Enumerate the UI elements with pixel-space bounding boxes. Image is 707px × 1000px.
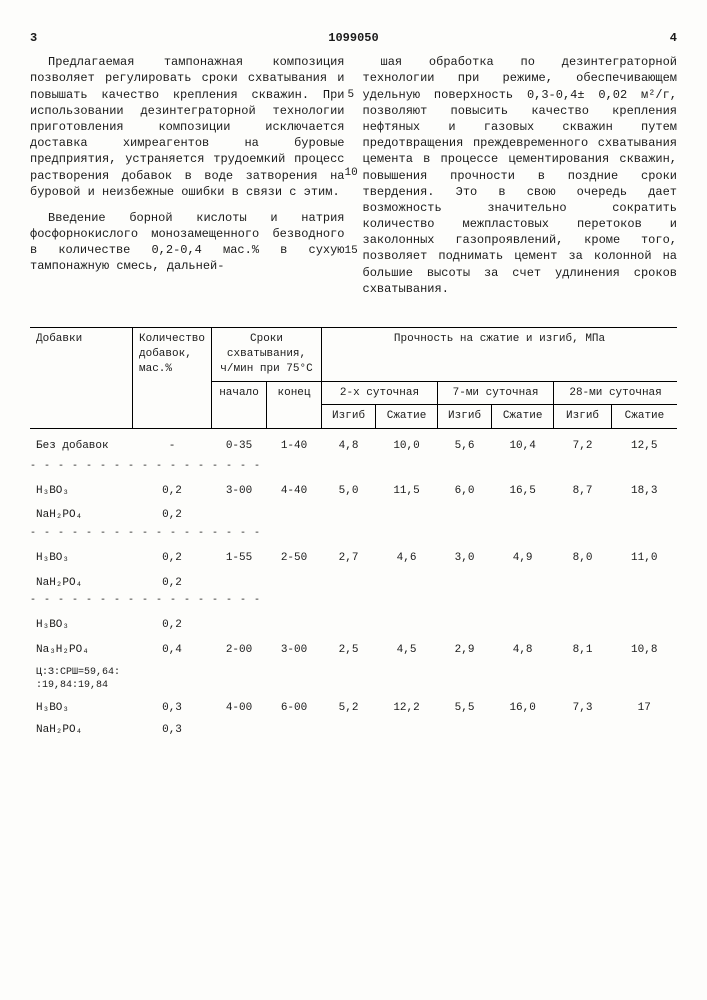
th-qty: Количество добавок, мас.% [133,328,212,429]
cell: 12,2 [376,697,438,720]
th-2day: 2-х суточная [322,381,438,405]
cell: NaH₂PO₄ [30,504,133,527]
th-comp-28: Сжатие [611,405,677,429]
cell: 1-55 [212,541,267,572]
th-comp-7: Сжатие [492,405,554,429]
cell: NaH₂PO₄ [30,719,133,742]
cell: 0,2 [133,474,212,505]
cell: 11,0 [611,541,677,572]
cell: 7,2 [554,429,612,460]
cell: 12,5 [611,429,677,460]
cell: 5,6 [437,429,491,460]
dash: - - - - - - - - - - - - - - - - - [30,460,677,474]
margin-10: 10 [345,166,358,181]
cell: 5,5 [437,697,491,720]
th-strength: Прочность на сжатие и изгиб, МПа [322,328,677,382]
th-7day: 7-ми суточная [437,381,553,405]
cell: 1-40 [267,429,322,460]
cell: 4,6 [376,541,438,572]
cell: 2-50 [267,541,322,572]
cell: 6-00 [267,697,322,720]
dash: - - - - - - - - - - - - - - - - - [30,527,677,541]
cell: 3,0 [437,541,491,572]
cell: 0,3 [133,697,212,720]
cell: 8,7 [554,474,612,505]
cell: 0,4 [133,639,212,662]
th-start: начало [212,381,267,429]
cell: 5,2 [322,697,376,720]
th-end: конец [267,381,322,429]
cell: 3-00 [267,639,322,662]
cell: 7,3 [554,697,612,720]
cell: NaH₂PO₄ [30,572,133,595]
cell: 0,2 [133,608,212,639]
th-28day: 28-ми суточная [554,381,677,405]
margin-15: 15 [345,244,358,259]
cell: 16,5 [492,474,554,505]
cell: H₃BO₃ [30,474,133,505]
cell: 10,4 [492,429,554,460]
cell: 6,0 [437,474,491,505]
cell: 8,1 [554,639,612,662]
cell: 17 [611,697,677,720]
cell: H₃BO₃ [30,541,133,572]
th-setting: Сроки схватывания, ч/мин при 75°С [212,328,322,382]
right-p1: шая обработка по дезинтеграторной технол… [363,54,678,297]
cell-note: Ц:З:СРШ=59,64: :19,84:19,84 [30,662,133,697]
page-num-right: 4 [670,30,677,46]
cell: 5,0 [322,474,376,505]
cell: 4,8 [322,429,376,460]
data-table: Добавки Количество добавок, мас.% Сроки … [30,327,677,742]
dash: - - - - - - - - - - - - - - - - - [30,594,677,608]
cell: 2-00 [212,639,267,662]
cell: H₃BO₃ [30,608,133,639]
cell: 4,5 [376,639,438,662]
th-bend-2: Изгиб [322,405,376,429]
cell: 0,3 [133,719,212,742]
cell: 11,5 [376,474,438,505]
cell: 0,2 [133,541,212,572]
th-additives: Добавки [30,328,133,429]
doc-id: 1099050 [328,30,378,46]
cell: 4-40 [267,474,322,505]
cell: Na₃H₂PO₄ [30,639,133,662]
cell: 16,0 [492,697,554,720]
cell: 4,8 [492,639,554,662]
margin-5: 5 [348,88,355,103]
cell: 2,9 [437,639,491,662]
th-bend-7: Изгиб [437,405,491,429]
cell: 4,9 [492,541,554,572]
cell: 10,8 [611,639,677,662]
th-comp-2: Сжатие [376,405,438,429]
left-column: Предлагаемая тампонажная композиция позв… [30,54,345,307]
cell: 0-35 [212,429,267,460]
cell: H₃BO₃ [30,697,133,720]
cell: 18,3 [611,474,677,505]
left-p2: Введение борной кислоты и натрия фосфорн… [30,210,345,275]
cell: 0,2 [133,504,212,527]
page-num-left: 3 [30,30,37,46]
cell: 0,2 [133,572,212,595]
right-column: шая обработка по дезинтеграторной технол… [363,54,678,307]
cell: 8,0 [554,541,612,572]
cell: 10,0 [376,429,438,460]
cell: 2,7 [322,541,376,572]
cell: 3-00 [212,474,267,505]
cell: 2,5 [322,639,376,662]
th-bend-28: Изгиб [554,405,612,429]
left-p1: Предлагаемая тампонажная композиция позв… [30,54,345,200]
cell: 4-00 [212,697,267,720]
cell: Без добавок [30,429,133,460]
cell: - [133,429,212,460]
